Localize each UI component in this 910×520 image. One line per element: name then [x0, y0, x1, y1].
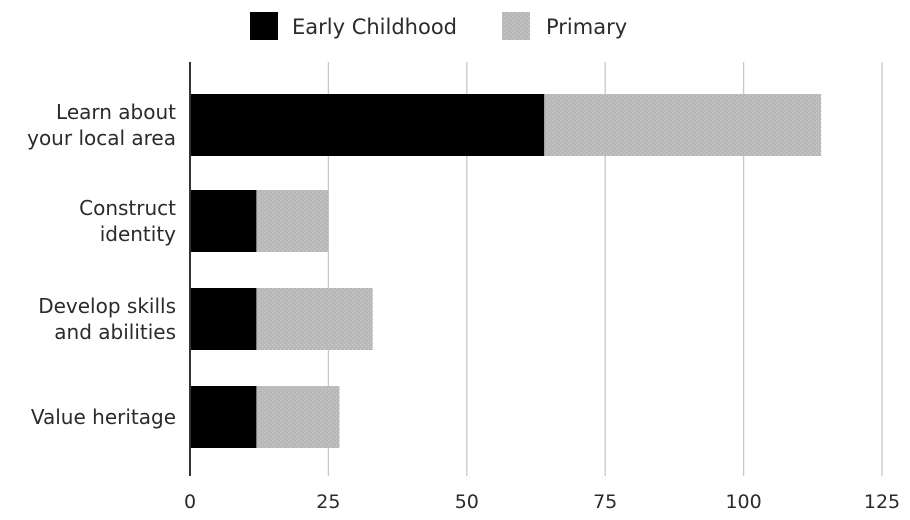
legend-label-early-childhood: Early Childhood: [292, 15, 457, 39]
bar-early-childhood-2: [190, 288, 257, 350]
x-tick-label-100: 100: [725, 491, 761, 513]
legend: Early Childhood Primary: [250, 12, 627, 40]
bar-primary-1: [256, 190, 329, 252]
x-tick-label-0: 0: [184, 491, 196, 513]
bar-early-childhood-1: [190, 190, 257, 252]
x-tick-labels: 0 25 50 75 100 125: [184, 491, 900, 513]
x-tick-label-75: 75: [593, 491, 617, 513]
x-tick-label-125: 125: [864, 491, 900, 513]
category-label: Value heritage: [31, 405, 176, 429]
legend-swatch-early-childhood: [250, 12, 278, 40]
legend-swatch-primary: [502, 12, 530, 40]
bar-primary-3: [256, 386, 340, 448]
category-label: identity: [100, 222, 176, 246]
bar-early-childhood-0: [190, 94, 545, 156]
bar-primary-0: [544, 94, 822, 156]
category-label: Construct: [79, 196, 176, 220]
category-label: and abilities: [54, 320, 176, 344]
x-tick-label-25: 25: [316, 491, 340, 513]
category-label: Develop skills: [38, 294, 176, 318]
x-tick-label-50: 50: [455, 491, 479, 513]
category-label: Learn about: [56, 100, 176, 124]
legend-label-primary: Primary: [546, 15, 627, 39]
bars: [190, 94, 822, 448]
category-label: your local area: [27, 126, 176, 150]
bar-early-childhood-3: [190, 386, 257, 448]
bar-primary-2: [256, 288, 373, 350]
